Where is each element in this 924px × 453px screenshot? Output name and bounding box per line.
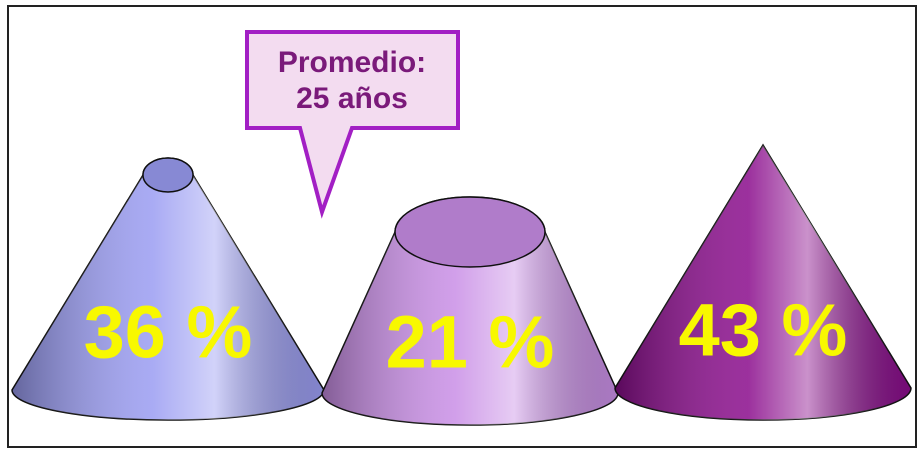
callout-line: 25 años <box>296 82 408 115</box>
cone-top-shade <box>143 158 193 192</box>
value-label: 21 % <box>386 301 555 384</box>
callout-line: Promedio: <box>278 46 426 79</box>
infographic: 36 % 21 % 43 % Promedio: 25 años <box>0 0 924 453</box>
callout: Promedio: 25 años <box>247 32 458 212</box>
value-label: 36 % <box>84 291 253 374</box>
value-label: 43 % <box>679 289 848 372</box>
cones: 36 % 21 % 43 % <box>12 145 911 425</box>
cone-shade <box>12 158 324 420</box>
cone-top-shade <box>395 197 545 267</box>
cone-shade <box>615 145 911 420</box>
